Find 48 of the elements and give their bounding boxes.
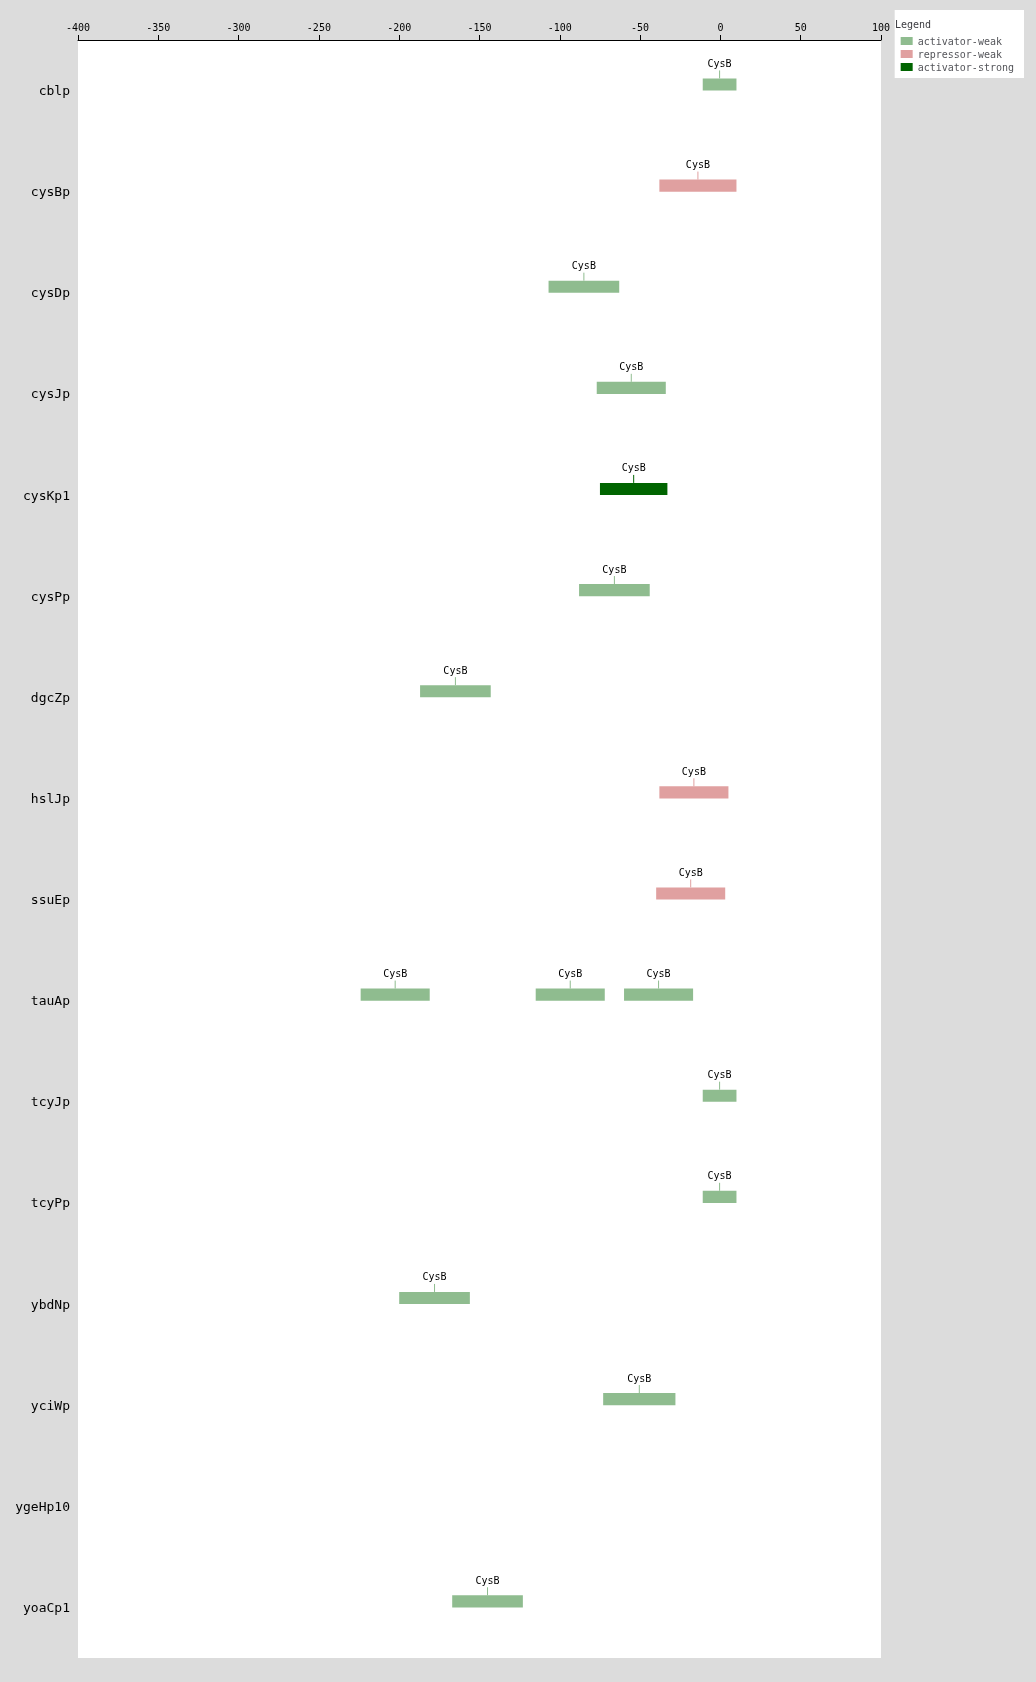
x-tick-label: -350 [146, 21, 171, 33]
x-tick-label: -400 [65, 21, 91, 33]
data-label: CysB [602, 563, 627, 575]
x-tick-label: 0 [717, 21, 724, 33]
x-tick-label: -300 [226, 21, 251, 33]
data-label: CysB [383, 968, 408, 980]
data-label: CysB [646, 968, 671, 980]
x-tick-label: -200 [387, 21, 412, 33]
data-label: CysB [678, 866, 703, 878]
y-tick-label: ygeHp10 [15, 1498, 70, 1514]
y-tick-label: ssuEp [30, 892, 71, 908]
x-tick-label: -50 [631, 21, 650, 33]
data-label: CysB [707, 57, 732, 69]
x-tick-label: -100 [547, 21, 572, 33]
y-tick-label: cysDp [30, 285, 71, 301]
data-label: CysB [621, 462, 646, 474]
legend-title: Legend [894, 18, 931, 30]
data-label: CysB [707, 1069, 732, 1081]
y-tick-label: tcyPp [30, 1195, 71, 1211]
y-tick-label: dgcZp [30, 689, 71, 705]
y-tick-label: cysBp [30, 184, 71, 200]
data-label: CysB [707, 1170, 732, 1182]
data-label: CysB [571, 260, 596, 272]
legend-label: repressor-weak [917, 48, 1002, 60]
y-tick-label: cblp [38, 83, 71, 99]
data-label: CysB [619, 361, 644, 373]
data-label: CysB [475, 1574, 500, 1586]
y-tick-label: tauAp [30, 993, 71, 1009]
y-tick-label: cysPp [30, 588, 71, 604]
y-tick-label: hslJp [30, 790, 71, 806]
y-tick-label: yciWp [30, 1397, 71, 1413]
x-tick-label: -150 [467, 21, 492, 33]
data-label: CysB [685, 159, 710, 171]
y-tick-label: cysKp1 [23, 487, 70, 503]
x-tick-label: 100 [871, 21, 891, 33]
data-label: CysB [627, 1372, 652, 1384]
x-tick-label: 50 [794, 21, 807, 33]
data-label: CysB [681, 765, 706, 777]
x-tick-label: -250 [306, 21, 331, 33]
data-label: CysB [443, 664, 468, 676]
data-label: CysB [558, 968, 583, 980]
y-tick-label: yoaCp1 [23, 1599, 70, 1615]
data-label: CysB [422, 1271, 447, 1283]
y-tick-label: tcyJp [30, 1094, 71, 1110]
y-tick-label: ybdNp [30, 1296, 71, 1312]
legend-label: activator-weak [917, 35, 1002, 47]
y-tick-label: cysJp [30, 386, 71, 402]
legend-label: activator-strong [917, 61, 1014, 73]
